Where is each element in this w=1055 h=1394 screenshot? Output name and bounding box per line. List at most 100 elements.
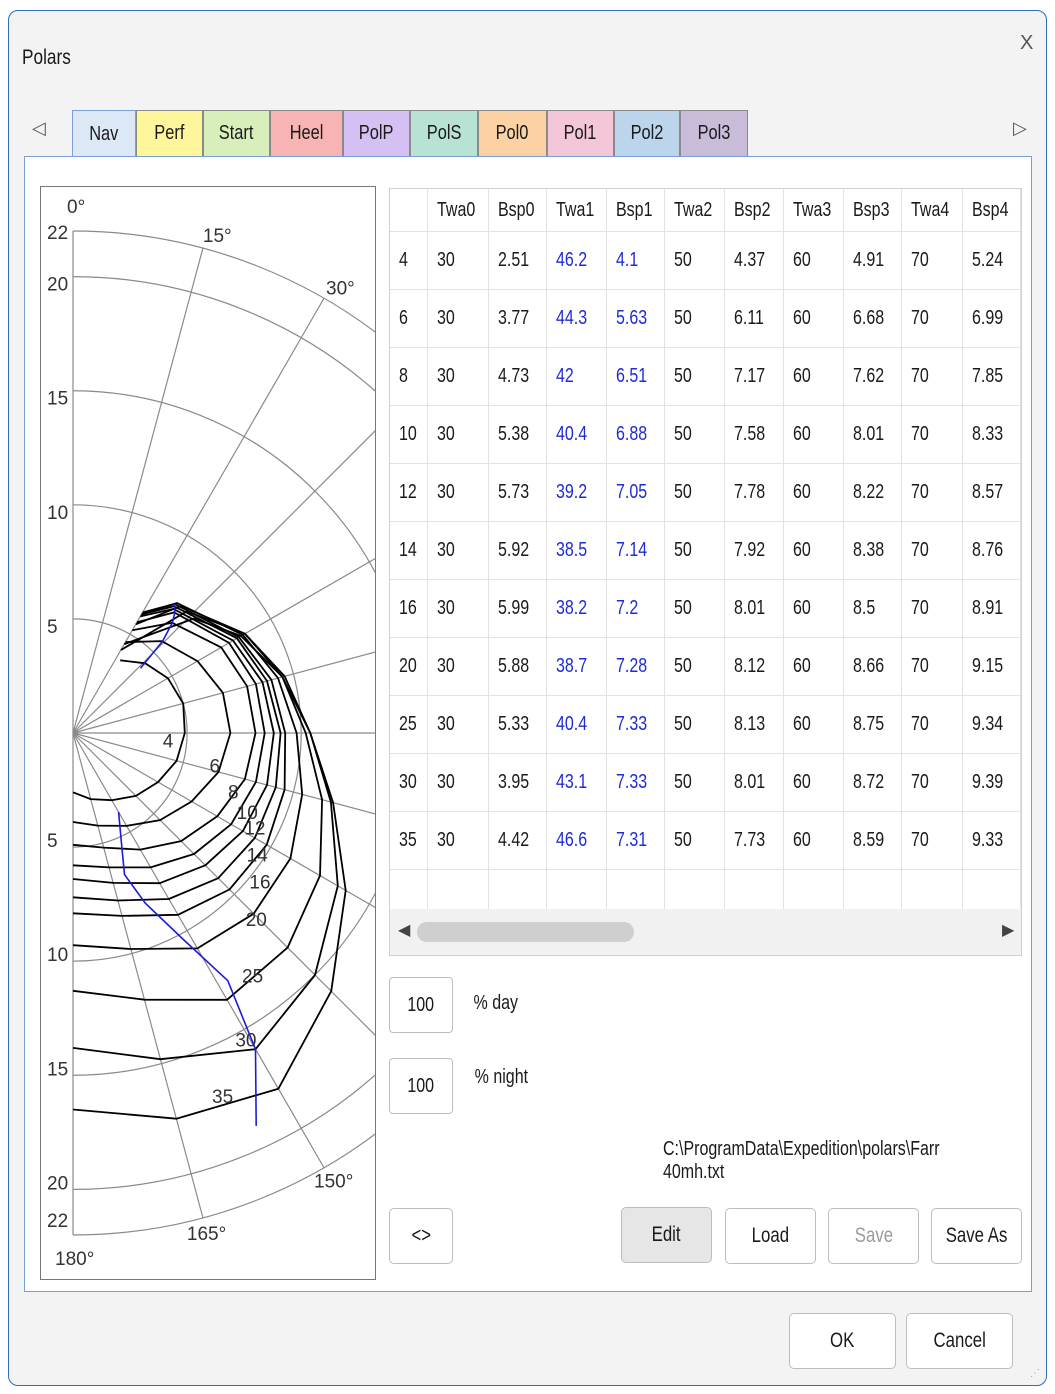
table-cell[interactable]: 42	[546, 347, 607, 406]
table-cell[interactable]: 30	[427, 753, 489, 812]
table-cell[interactable]: 5.24	[962, 231, 1021, 290]
table-cell[interactable]: 9.33	[962, 811, 1021, 870]
table-row[interactable]: 14 30 5.92 38.5 7.14 50 7.92 60 8.38 70 8.76	[390, 521, 1021, 580]
table-cell[interactable]: 8.75	[843, 695, 903, 754]
save-as-button[interactable]: Save As	[931, 1208, 1022, 1264]
tab-perf[interactable]: Perf	[136, 110, 203, 156]
table-cell[interactable]: 50	[664, 579, 726, 638]
table-cell[interactable]: 5.73	[488, 463, 547, 522]
table-cell[interactable]: 50	[664, 753, 726, 812]
table-cell[interactable]: 6.99	[962, 289, 1021, 348]
table-cell[interactable]: 40.4	[546, 405, 607, 464]
table-cell[interactable]: 30	[390, 753, 428, 812]
table-row[interactable]: 10 30 5.38 40.4 6.88 50 7.58 60 8.01 70 8.33	[390, 405, 1021, 464]
table-cell[interactable]: 7.85	[962, 347, 1021, 406]
table-cell[interactable]: 50	[664, 695, 726, 754]
table-cell[interactable]: 60	[783, 695, 845, 754]
resize-grip-icon[interactable]: ⋰	[1030, 1368, 1040, 1379]
table-cell[interactable]: 44.3	[546, 289, 607, 348]
table-cell[interactable]: 4.42	[488, 811, 547, 870]
table-cell[interactable]: 9.15	[962, 637, 1021, 696]
table-cell[interactable]: 38.7	[546, 637, 607, 696]
table-cell[interactable]: 60	[783, 231, 845, 290]
table-cell[interactable]: 46.2	[546, 231, 607, 290]
column-header[interactable]: Twa2	[664, 189, 726, 232]
table-row[interactable]: 35 30 4.42 46.6 7.31 50 7.73 60 8.59 70 9.33	[390, 811, 1021, 870]
column-header[interactable]: Bsp3	[843, 189, 903, 232]
table-cell[interactable]: 7.14	[606, 521, 666, 580]
table-cell[interactable]: 50	[664, 463, 726, 522]
table-cell[interactable]: 8.12	[724, 637, 785, 696]
table-cell[interactable]: 7.33	[606, 695, 666, 754]
column-header[interactable]: Bsp4	[962, 189, 1021, 232]
table-cell[interactable]: 4	[390, 231, 428, 290]
table-cell[interactable]: 7.92	[724, 521, 785, 580]
tab-pol1[interactable]: Pol1	[547, 110, 614, 156]
table-cell[interactable]: 8.38	[843, 521, 903, 580]
table-cell[interactable]: 50	[664, 637, 726, 696]
table-cell[interactable]: 8.91	[962, 579, 1021, 638]
table-cell[interactable]: 9.39	[962, 753, 1021, 812]
table-row[interactable]: 12 30 5.73 39.2 7.05 50 7.78 60 8.22 70 8.57	[390, 463, 1021, 522]
table-cell[interactable]: 70	[901, 463, 963, 522]
table-cell[interactable]: 25	[390, 695, 428, 754]
table-cell[interactable]: 70	[901, 405, 963, 464]
table-row[interactable]: 16 30 5.99 38.2 7.2 50 8.01 60 8.5 70 8.91	[390, 579, 1021, 638]
table-cell[interactable]: 60	[783, 463, 845, 522]
column-header[interactable]: Bsp0	[488, 189, 547, 232]
table-cell[interactable]: 70	[901, 521, 963, 580]
table-cell[interactable]: 8.13	[724, 695, 785, 754]
table-cell[interactable]: 60	[783, 347, 845, 406]
table-cell[interactable]: 39.2	[546, 463, 607, 522]
table-cell[interactable]: 14	[390, 521, 428, 580]
table-cell[interactable]: 7.33	[606, 753, 666, 812]
table-cell[interactable]: 70	[901, 289, 963, 348]
horizontal-scrollbar[interactable]: ◀ ▶	[390, 909, 1021, 955]
scroll-right-arrow-icon[interactable]: ▶	[1002, 922, 1015, 939]
table-cell[interactable]: 8.01	[724, 579, 785, 638]
table-cell[interactable]: 30	[427, 347, 489, 406]
table-cell[interactable]: 30	[427, 695, 489, 754]
tab-nav[interactable]: Nav	[72, 110, 136, 157]
table-cell[interactable]: 60	[783, 579, 845, 638]
table-cell[interactable]: 8.57	[962, 463, 1021, 522]
table-cell[interactable]: 5.88	[488, 637, 547, 696]
table-cell[interactable]: 6.11	[724, 289, 785, 348]
table-cell[interactable]: 8.01	[843, 405, 903, 464]
toggle-view-button[interactable]: <>	[389, 1208, 453, 1264]
table-cell[interactable]: 3.95	[488, 753, 547, 812]
table-cell[interactable]: 7.62	[843, 347, 903, 406]
table-cell[interactable]: 7.73	[724, 811, 785, 870]
table-cell[interactable]: 5.92	[488, 521, 547, 580]
table-cell[interactable]: 30	[427, 289, 489, 348]
table-row[interactable]: 8 30 4.73 42 6.51 50 7.17 60 7.62 70 7.85	[390, 347, 1021, 406]
table-cell[interactable]: 6	[390, 289, 428, 348]
table-cell[interactable]: 70	[901, 347, 963, 406]
table-cell[interactable]: 8.22	[843, 463, 903, 522]
table-cell[interactable]: 30	[427, 521, 489, 580]
cancel-button[interactable]: Cancel	[906, 1313, 1013, 1369]
table-cell[interactable]: 6.68	[843, 289, 903, 348]
table-cell[interactable]: 43.1	[546, 753, 607, 812]
tab-pols[interactable]: PolS	[410, 110, 478, 156]
table-cell[interactable]: 30	[427, 637, 489, 696]
table-cell[interactable]: 7.2	[606, 579, 666, 638]
tab-pol0[interactable]: Pol0	[478, 110, 547, 156]
column-header[interactable]: Bsp2	[724, 189, 785, 232]
table-cell[interactable]: 7.78	[724, 463, 785, 522]
table-cell[interactable]: 50	[664, 231, 726, 290]
table-cell[interactable]: 60	[783, 637, 845, 696]
night-percent-input[interactable]: 100	[389, 1058, 453, 1114]
tab-scroll-left-button[interactable]: ◁	[32, 118, 46, 138]
scroll-left-arrow-icon[interactable]: ◀	[398, 922, 411, 939]
table-cell[interactable]: 35	[390, 811, 428, 870]
tab-pol2[interactable]: Pol2	[614, 110, 680, 156]
polar-table[interactable]: Twa0 Bsp0 Twa1 Bsp1 Twa2 Bsp2 Twa3 Bsp3 Twa4 Bsp4…	[389, 188, 1022, 956]
day-percent-input[interactable]: 100	[389, 977, 453, 1033]
table-cell[interactable]: 70	[901, 231, 963, 290]
save-button[interactable]: Save	[828, 1208, 919, 1264]
table-cell[interactable]: 4.1	[606, 231, 666, 290]
table-cell[interactable]: 50	[664, 347, 726, 406]
tab-polp[interactable]: PolP	[343, 110, 410, 156]
table-cell[interactable]: 60	[783, 289, 845, 348]
